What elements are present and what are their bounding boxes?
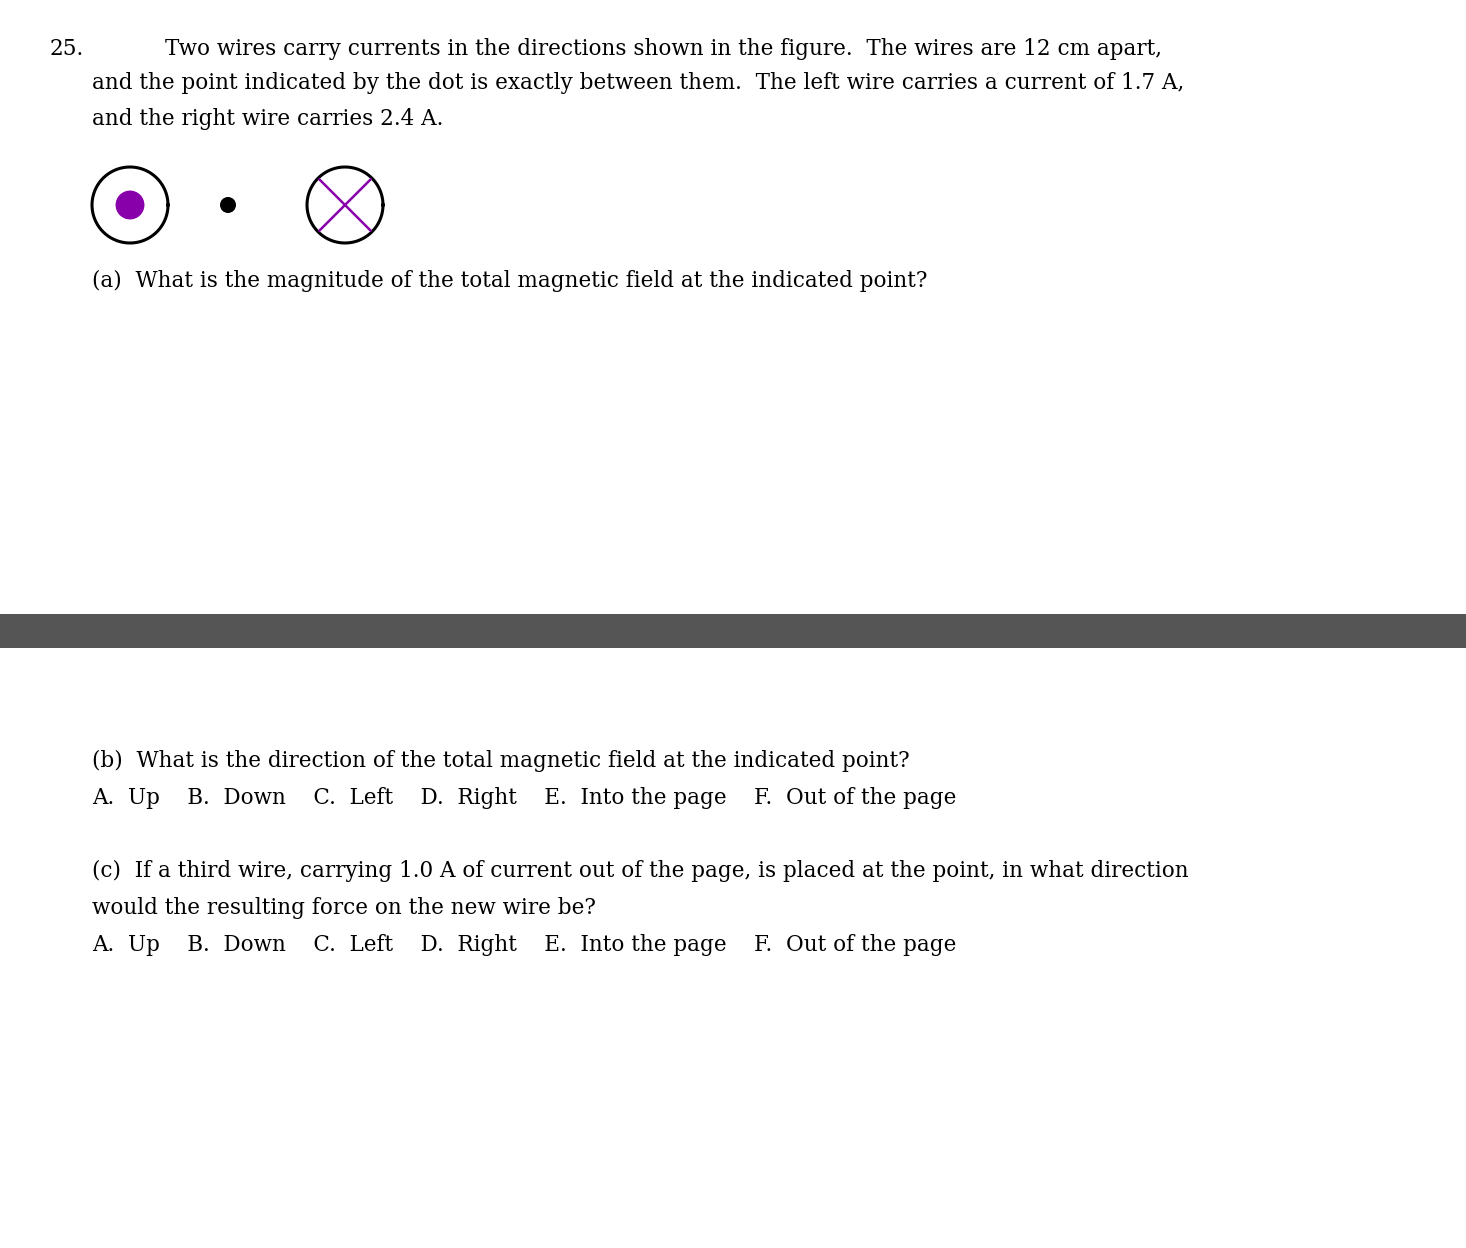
Text: (b)  What is the direction of the total magnetic field at the indicated point?: (b) What is the direction of the total m…	[92, 750, 909, 773]
Text: 25.: 25.	[50, 37, 84, 60]
Text: and the right wire carries 2.4 A.: and the right wire carries 2.4 A.	[92, 109, 443, 130]
Circle shape	[220, 197, 236, 213]
Text: A.  Up    B.  Down    C.  Left    D.  Right    E.  Into the page    F.  Out of t: A. Up B. Down C. Left D. Right E. Into t…	[92, 787, 956, 809]
Text: A.  Up    B.  Down    C.  Left    D.  Right    E.  Into the page    F.  Out of t: A. Up B. Down C. Left D. Right E. Into t…	[92, 934, 956, 956]
Text: and the point indicated by the dot is exactly between them.  The left wire carri: and the point indicated by the dot is ex…	[92, 72, 1185, 94]
Text: (a)  What is the magnitude of the total magnetic field at the indicated point?: (a) What is the magnitude of the total m…	[92, 270, 928, 292]
Bar	[0, 614, 1466, 648]
Circle shape	[116, 191, 145, 220]
Text: would the resulting force on the new wire be?: would the resulting force on the new wir…	[92, 897, 595, 919]
Text: Two wires carry currents in the directions shown in the figure.  The wires are 1: Two wires carry currents in the directio…	[166, 37, 1163, 60]
Text: (c)  If a third wire, carrying 1.0 A of current out of the page, is placed at th: (c) If a third wire, carrying 1.0 A of c…	[92, 860, 1189, 882]
